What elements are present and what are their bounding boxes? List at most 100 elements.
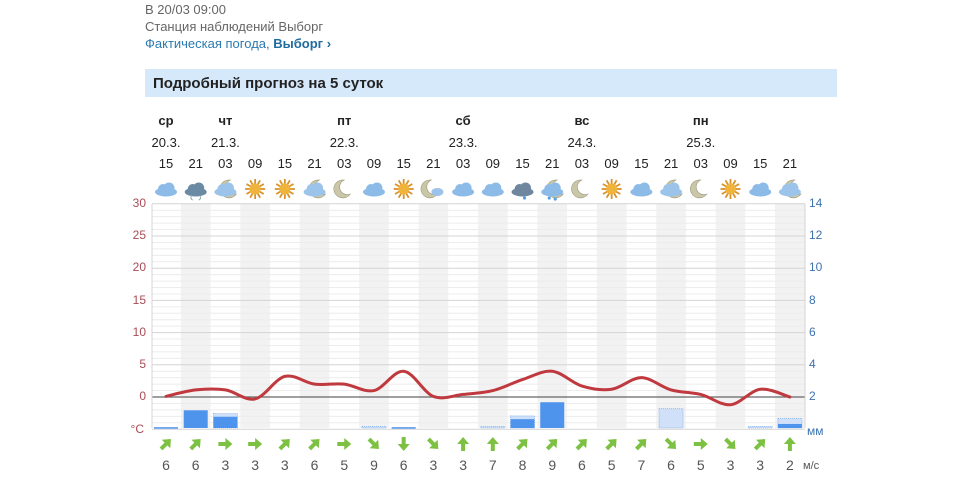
night-column xyxy=(596,204,627,428)
wind-speed: 3 xyxy=(251,457,260,473)
day-name: вс xyxy=(574,113,590,128)
hour-label: 03 xyxy=(693,156,708,171)
wind-arrow-icon xyxy=(457,437,470,451)
precip-bar xyxy=(540,402,565,428)
hour-label: 15 xyxy=(634,156,649,171)
precip-bar xyxy=(510,419,535,428)
wind-speed: 3 xyxy=(726,457,735,473)
night-column xyxy=(477,204,508,428)
hour-label: 15 xyxy=(277,156,293,171)
day-date: 23.3. xyxy=(448,135,478,150)
wind-speed: 6 xyxy=(578,457,586,473)
day-name: ср xyxy=(158,113,174,128)
wind-speed: 6 xyxy=(399,457,408,473)
precip-possible-bar xyxy=(747,425,773,429)
hour-label: 21 xyxy=(663,156,679,171)
wind-speed: 2 xyxy=(786,457,794,473)
wind-arrow-icon xyxy=(664,437,677,449)
day-date: 20.3. xyxy=(151,135,181,150)
wind-speed: 6 xyxy=(191,457,200,473)
temp-unit-label: °C xyxy=(130,422,144,436)
precip-possible-bar xyxy=(658,408,684,429)
hour-label: 15 xyxy=(515,156,530,171)
wind-arrow-icon xyxy=(753,439,766,451)
precip-axis-tick: 4 xyxy=(809,357,816,371)
actual-weather-link[interactable]: Фактическая погода, Выборг › xyxy=(145,36,331,51)
cloud-icon xyxy=(630,182,653,197)
cloud-icon xyxy=(362,182,385,197)
hour-label: 09 xyxy=(247,156,263,171)
hour-label: 15 xyxy=(752,156,768,171)
wind-arrow-icon xyxy=(724,437,736,449)
precip-bar xyxy=(183,410,208,428)
hour-label: 15 xyxy=(396,156,411,171)
moon-icon xyxy=(690,179,708,199)
day-name: сб xyxy=(455,113,471,128)
observation-time: В 20/03 09:00 xyxy=(145,2,226,17)
wind-speed: 9 xyxy=(370,457,378,473)
precip-bar xyxy=(213,416,238,428)
wind-arrow-icon xyxy=(248,438,263,450)
moon-cloud-icon xyxy=(420,179,444,199)
night-column xyxy=(715,204,746,428)
precip-axis-tick: 2 xyxy=(809,389,816,404)
section-header: Подробный прогноз на 5 суток xyxy=(145,69,837,97)
hour-label: 21 xyxy=(782,156,798,171)
precip-axis-tick: 12 xyxy=(809,228,823,243)
sun-icon xyxy=(393,179,414,199)
precip-axis-tick: 14 xyxy=(809,196,823,210)
wind-arrow-icon xyxy=(783,437,796,451)
precip-possible-bar xyxy=(361,425,387,429)
moon-icon xyxy=(333,179,352,199)
wind-speed: 5 xyxy=(607,457,616,473)
cloud-icon xyxy=(481,182,504,197)
chevron-right-icon: › xyxy=(326,36,332,51)
hour-label: 09 xyxy=(604,156,619,171)
day-name: чт xyxy=(218,113,233,128)
wind-unit-label: м/с xyxy=(803,460,820,472)
day-date: 25.3. xyxy=(686,135,716,150)
moon-icon xyxy=(571,179,589,199)
precip-axis-tick: 6 xyxy=(809,324,816,339)
hour-label: 03 xyxy=(574,156,590,171)
cloud-moon-icon xyxy=(660,179,683,199)
temp-axis-tick: 10 xyxy=(132,324,146,339)
wind-arrow-icon xyxy=(486,437,499,451)
cloud-icon xyxy=(155,182,177,197)
wind-arrow-icon xyxy=(545,439,558,451)
day-name: пт xyxy=(337,113,352,128)
actual-weather-prefix: Фактическая погода, xyxy=(145,36,274,51)
night-column xyxy=(180,204,211,428)
night-column xyxy=(418,204,449,428)
station-name: Станция наблюдений Выборг xyxy=(145,19,324,34)
wind-arrow-icon xyxy=(337,438,352,450)
temp-axis-tick: 20 xyxy=(132,260,146,275)
storm-cloud-icon xyxy=(184,182,207,201)
rain-cloud-icon xyxy=(511,182,534,200)
night-column xyxy=(359,204,389,428)
hour-label: 21 xyxy=(544,156,560,171)
actual-weather-city: Выборг xyxy=(273,36,324,51)
wind-speed: 3 xyxy=(221,457,230,473)
temperature-line xyxy=(164,369,792,407)
hour-label: 15 xyxy=(158,156,174,171)
wind-arrow-icon xyxy=(693,438,708,450)
wind-arrow-icon xyxy=(634,439,647,451)
wind-speed: 6 xyxy=(162,457,170,473)
day-date: 21.3. xyxy=(210,135,240,150)
wind-arrow-icon xyxy=(397,437,410,451)
wind-speed: 5 xyxy=(340,457,349,473)
sun-icon xyxy=(720,179,741,199)
precip-axis-tick: 10 xyxy=(809,260,823,275)
cloud-moon-icon xyxy=(778,179,802,199)
sun-icon xyxy=(245,179,266,199)
night-column xyxy=(299,204,330,428)
precip-bar xyxy=(391,427,416,429)
wind-arrow-icon xyxy=(308,439,320,451)
precip-unit-label: мм xyxy=(807,424,824,438)
temp-axis-tick: 5 xyxy=(139,357,146,371)
precip-possible-bar xyxy=(480,425,506,429)
day-date: 24.3. xyxy=(567,135,597,150)
precip-possible-bar xyxy=(777,417,803,429)
